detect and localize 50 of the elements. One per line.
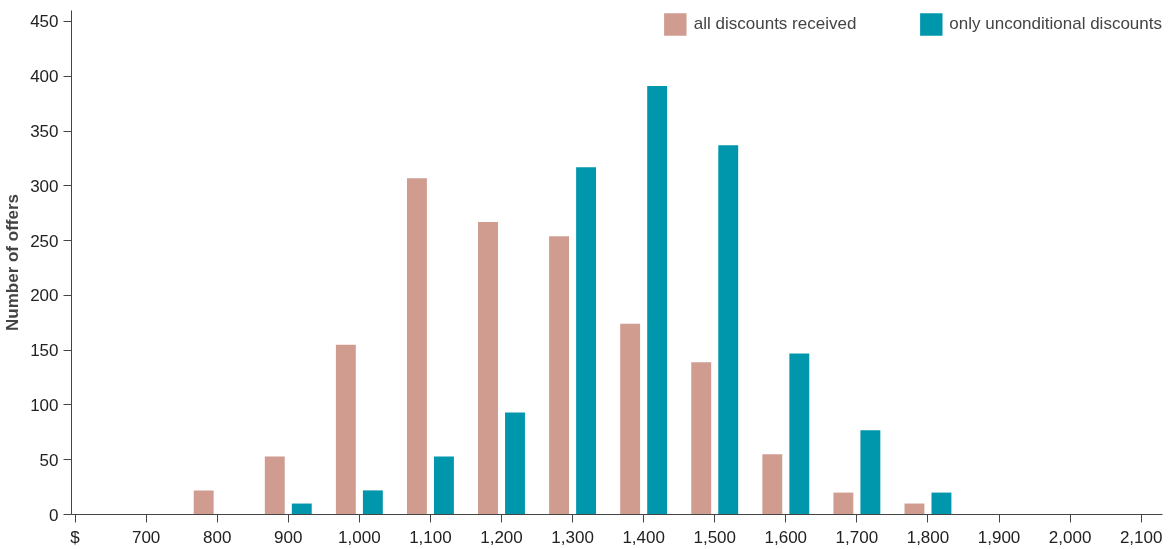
bar	[691, 362, 712, 515]
x-tick-label: 1,600	[764, 527, 808, 547]
bar	[931, 492, 952, 515]
bar	[549, 236, 570, 515]
x-tick-label: 2,000	[1048, 527, 1092, 547]
x-tick-label: 1,800	[906, 527, 950, 547]
legend-label: all discounts received	[693, 14, 857, 34]
y-tick-label: 0	[49, 505, 59, 525]
bar	[193, 490, 214, 515]
bar	[505, 412, 525, 515]
x-tick-label: 1,000	[338, 527, 381, 547]
y-tick-label: 250	[30, 231, 59, 251]
legend-label: only unconditional discounts	[949, 14, 1162, 34]
bar	[789, 353, 810, 515]
x-tick-label: 700	[131, 527, 161, 547]
bar	[904, 503, 925, 515]
bar	[291, 503, 312, 515]
x-tick-label: 900	[274, 527, 303, 547]
bar	[833, 492, 854, 515]
bar	[718, 145, 739, 515]
bar	[478, 221, 498, 515]
bar	[335, 344, 356, 515]
x-tick-label: 1,700	[835, 527, 879, 547]
y-tick-label: 450	[30, 12, 59, 32]
y-tick-label: 350	[30, 122, 59, 142]
x-tick-label: 1,100	[409, 527, 452, 547]
bar	[620, 323, 641, 515]
bar	[362, 490, 383, 515]
x-tick-label: 1,300	[551, 527, 594, 547]
bar	[762, 454, 783, 515]
bar	[576, 167, 597, 515]
y-tick-label: 150	[30, 341, 59, 361]
bar	[406, 178, 427, 515]
bar	[647, 86, 668, 515]
x-tick-label: 1,400	[622, 527, 665, 547]
y-tick-label: 50	[39, 450, 59, 470]
x-tick-label: 1,200	[480, 527, 523, 547]
bar	[433, 456, 454, 515]
bar	[860, 430, 881, 515]
x-tick-label: 800	[203, 527, 232, 547]
bar	[264, 456, 285, 515]
y-tick-label: 400	[30, 67, 59, 87]
y-tick-label: 300	[30, 176, 59, 196]
x-tick-label: 1,500	[693, 527, 736, 547]
y-tick-label: 200	[30, 286, 59, 306]
x-tick-label: $	[70, 527, 81, 547]
y-axis-title: Number of offers	[3, 194, 23, 331]
y-tick-label: 100	[30, 395, 59, 415]
x-tick-label: 1,900	[977, 527, 1021, 547]
x-tick-label: 2,100	[1119, 527, 1163, 547]
